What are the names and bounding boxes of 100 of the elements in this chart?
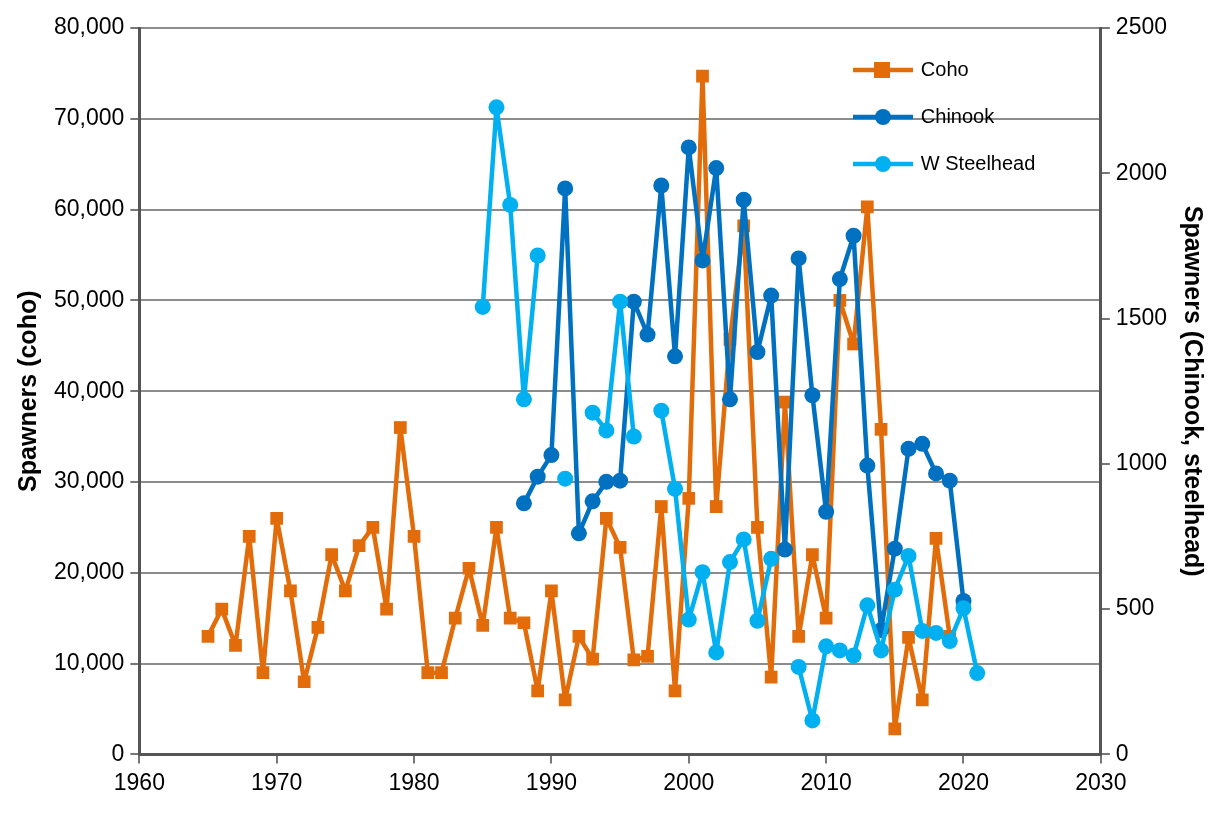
point (625, 428, 642, 445)
point (625, 293, 642, 310)
point (873, 642, 890, 659)
point (708, 160, 725, 177)
point (845, 647, 862, 664)
point (311, 620, 325, 634)
y-tick-label: 50,000 (53, 285, 125, 312)
point (584, 404, 601, 421)
point (902, 630, 915, 644)
point (860, 200, 874, 214)
point (751, 521, 764, 534)
point (928, 624, 945, 641)
point (680, 611, 697, 628)
point (764, 670, 778, 684)
point (886, 581, 903, 598)
point (531, 684, 545, 698)
y-tick-label: 0 (111, 739, 125, 766)
y2-axis-title: Spawners (Chinook, steelhead) (1180, 205, 1209, 577)
y2-tick-label: 0 (1115, 739, 1129, 766)
point (502, 196, 519, 213)
x-tick-label: 2000 (663, 768, 715, 795)
point (325, 548, 339, 561)
point (859, 597, 876, 614)
point (421, 666, 435, 680)
point (529, 468, 546, 485)
point (776, 541, 793, 558)
point (229, 639, 242, 652)
point (627, 653, 641, 667)
point (929, 531, 943, 545)
point (696, 69, 709, 83)
point (790, 658, 807, 675)
point (653, 402, 670, 419)
point (543, 447, 560, 464)
point (900, 547, 917, 564)
point (708, 644, 725, 661)
point (653, 177, 670, 194)
point (380, 602, 393, 616)
point (721, 554, 738, 571)
point (749, 343, 766, 360)
point (557, 180, 574, 197)
point (448, 611, 462, 625)
point (682, 491, 696, 505)
point (297, 675, 311, 689)
point (941, 472, 958, 489)
y-tick-label: 40,000 (53, 376, 125, 403)
point (806, 548, 819, 561)
point (888, 722, 902, 736)
point (462, 561, 476, 575)
point (792, 630, 806, 643)
point (256, 666, 270, 680)
point (668, 684, 682, 698)
point (804, 387, 821, 404)
point (735, 191, 752, 208)
x-tick-label: 1970 (251, 768, 303, 795)
x-tick-label: 1980 (388, 768, 440, 795)
y-tick-label: 70,000 (53, 104, 125, 131)
point (270, 511, 284, 525)
point (914, 622, 931, 639)
y-axis-title: Spawners (coho) (12, 290, 41, 492)
point (928, 465, 945, 482)
point (680, 139, 697, 156)
point (694, 564, 711, 581)
point (831, 271, 848, 288)
point (969, 665, 986, 682)
point (900, 440, 917, 457)
point (598, 473, 615, 490)
point (474, 298, 491, 315)
y-tick-label: 80,000 (53, 13, 125, 40)
point (914, 435, 931, 452)
y2-tick-label: 1500 (1115, 303, 1168, 330)
point (352, 539, 366, 552)
point (654, 500, 668, 513)
point (831, 642, 848, 659)
point (284, 584, 297, 598)
point (941, 633, 958, 650)
point (599, 511, 613, 525)
legend-label: W Steelhead (920, 152, 1036, 175)
legend-label: Coho (920, 58, 969, 81)
legend-label: Chinook (920, 105, 995, 128)
point (515, 495, 532, 512)
y2-tick-label: 500 (1115, 594, 1155, 621)
point (572, 630, 586, 643)
point (598, 422, 615, 439)
point (515, 391, 532, 408)
point (407, 530, 421, 543)
point (612, 293, 629, 310)
y2-tick-label: 2500 (1115, 13, 1168, 40)
point (435, 666, 448, 680)
point (874, 422, 888, 436)
y2-tick-label: 2000 (1115, 158, 1168, 185)
point (613, 541, 627, 554)
point (859, 457, 876, 474)
point (339, 584, 352, 598)
point (215, 602, 229, 616)
x-tick-label: 2020 (937, 768, 990, 795)
point (641, 649, 654, 663)
x-tick-label: 1960 (113, 768, 165, 795)
point (790, 250, 807, 267)
point (763, 287, 780, 304)
point (694, 252, 711, 269)
